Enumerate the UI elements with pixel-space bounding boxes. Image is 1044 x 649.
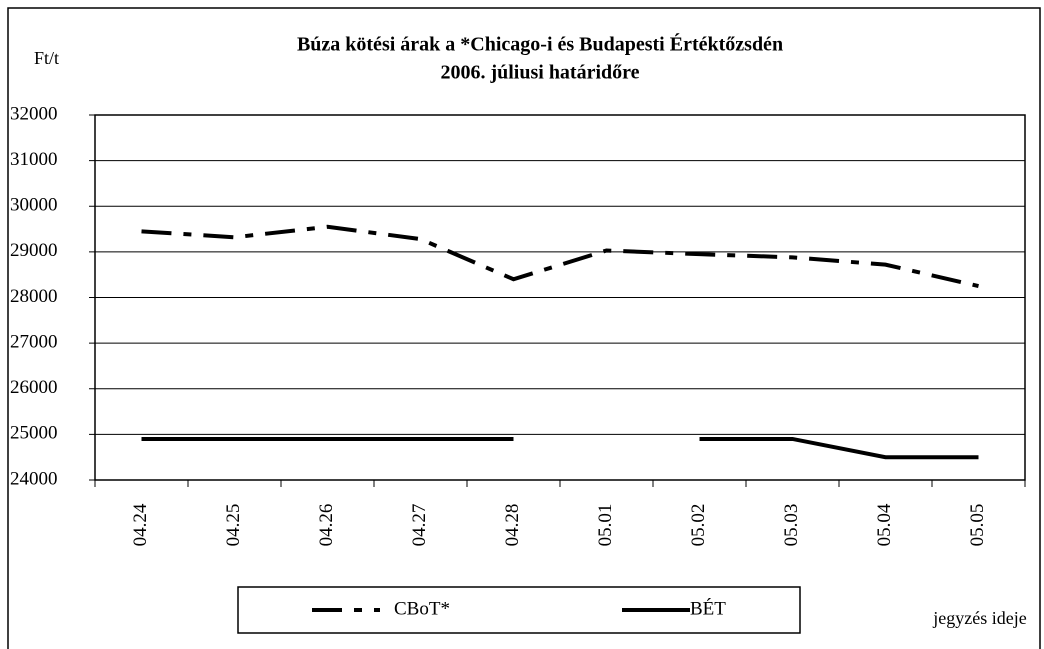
legend-label: BÉT <box>690 597 726 619</box>
x-tick-label: 04.26 <box>316 504 337 547</box>
y-tick-label: 31000 <box>10 149 58 170</box>
y-tick-label: 27000 <box>10 331 58 352</box>
x-tick-label: 04.25 <box>223 504 244 547</box>
chart-title: Búza kötési árak a *Chicago-i és Budapes… <box>297 33 783 56</box>
x-tick-label: 05.04 <box>874 503 895 546</box>
y-tick-label: 30000 <box>10 195 58 216</box>
chart-border <box>7 7 1041 649</box>
y-tick-label: 24000 <box>10 468 58 489</box>
chart-subtitle: 2006. júliusi határidőre <box>440 62 639 84</box>
y-tick-label: 28000 <box>10 286 58 307</box>
x-tick-label: 05.02 <box>688 504 709 547</box>
x-tick-label: 04.28 <box>502 504 523 547</box>
series-line <box>141 436 979 460</box>
legend-label: CBoT* <box>394 598 450 619</box>
y-tick-label: 26000 <box>10 377 58 398</box>
y-tick-label: 32000 <box>10 103 58 124</box>
y-tick-label: 25000 <box>10 423 58 444</box>
x-tick-label: 04.24 <box>130 503 151 546</box>
x-tick-label: 05.01 <box>595 504 616 547</box>
series-line <box>141 224 979 289</box>
x-tick-label: 04.27 <box>409 504 430 547</box>
y-axis-label: Ft/t <box>34 48 59 68</box>
x-tick-label: 05.05 <box>967 504 988 547</box>
x-tick-label: 05.03 <box>781 504 802 547</box>
y-tick-label: 29000 <box>10 240 58 261</box>
x-axis-label: jegyzés ideje <box>932 608 1026 628</box>
legend-box <box>237 586 801 634</box>
